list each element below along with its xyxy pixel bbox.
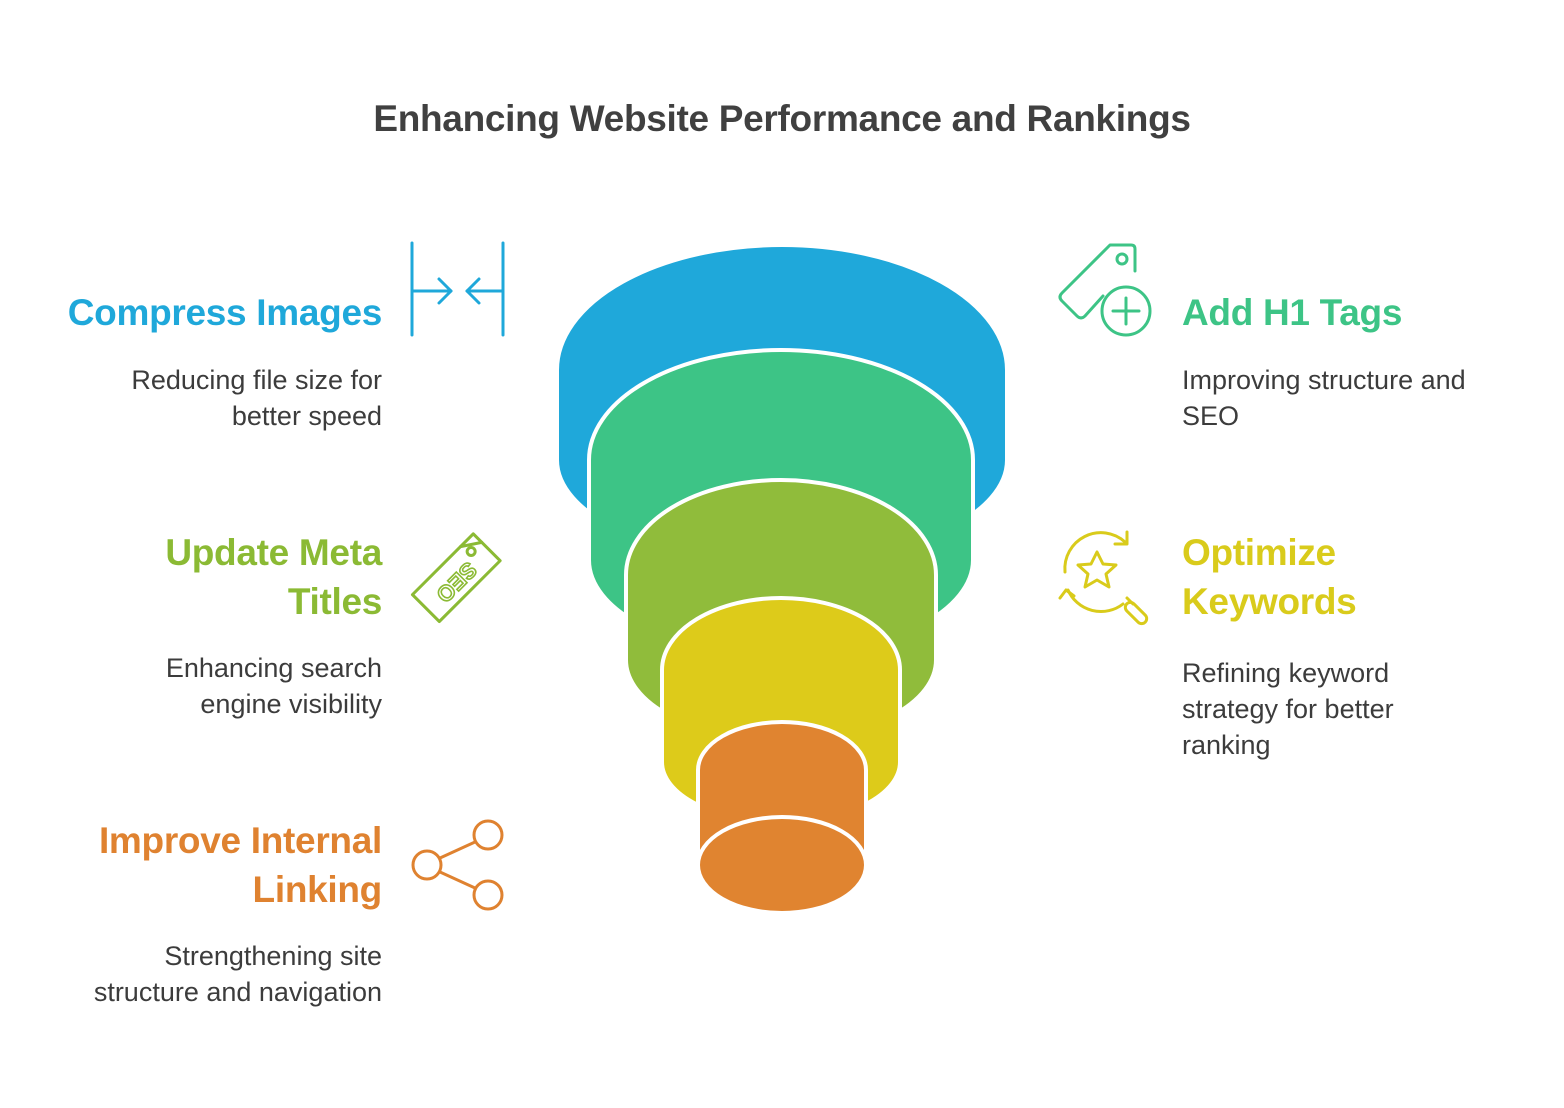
page-title: Enhancing Website Performance and Rankin…	[373, 98, 1191, 139]
optimize-keywords-heading-line2: Keywords	[1182, 581, 1357, 622]
seo-tag-icon: SEO	[410, 532, 502, 624]
update-meta-titles-description: Enhancing search engine visibility	[20, 650, 382, 722]
update-meta-titles-desc-line2: engine visibility	[200, 689, 382, 719]
compress-arrows-icon	[410, 241, 505, 337]
tag-plus-icon	[1058, 243, 1152, 337]
star-search-icon	[1058, 530, 1149, 626]
optimize-keywords-desc-line3: ranking	[1182, 730, 1271, 760]
improve-internal-linking-heading-line1: Improve Internal	[98, 820, 382, 861]
improve-internal-linking-desc-line2: structure and navigation	[93, 977, 382, 1007]
update-meta-titles-heading: Update Meta Titles	[20, 528, 382, 626]
update-meta-titles-heading-line1: Update Meta	[165, 532, 382, 573]
improve-internal-linking-description: Strengthening site structure and navigat…	[20, 938, 382, 1010]
funnel-base-ellipse	[696, 815, 868, 915]
optimize-keywords-heading-line1: Optimize	[1182, 532, 1336, 573]
update-meta-titles-desc-line1: Enhancing search	[165, 653, 382, 683]
improve-internal-linking-heading-line2: Linking	[252, 869, 383, 910]
optimize-keywords-description: Refining keyword strategy for better ran…	[1182, 655, 1552, 763]
add-h1-tags-desc-line1: Improving structure and	[1182, 365, 1466, 395]
svg-text:SEO: SEO	[431, 557, 482, 608]
update-meta-titles-heading-line2: Titles	[287, 581, 382, 622]
add-h1-tags-desc-line2: SEO	[1182, 401, 1240, 431]
share-nodes-icon	[411, 819, 504, 911]
compress-images-desc-line1: Reducing file size for	[131, 365, 382, 395]
optimize-keywords-desc-line1: Refining keyword	[1182, 658, 1390, 688]
add-h1-tags-description: Improving structure and SEO	[1182, 362, 1552, 434]
compress-images-description: Reducing file size for better speed	[20, 362, 382, 434]
add-h1-tags-heading: Add H1 Tags	[1182, 292, 1403, 333]
compress-images-heading: Compress Images	[67, 292, 383, 333]
optimize-keywords-heading: Optimize Keywords	[1182, 528, 1552, 626]
optimize-keywords-desc-line2: strategy for better	[1182, 694, 1394, 724]
improve-internal-linking-heading: Improve Internal Linking	[20, 816, 382, 914]
improve-internal-linking-desc-line1: Strengthening site	[164, 941, 382, 971]
compress-images-desc-line2: better speed	[231, 401, 382, 431]
